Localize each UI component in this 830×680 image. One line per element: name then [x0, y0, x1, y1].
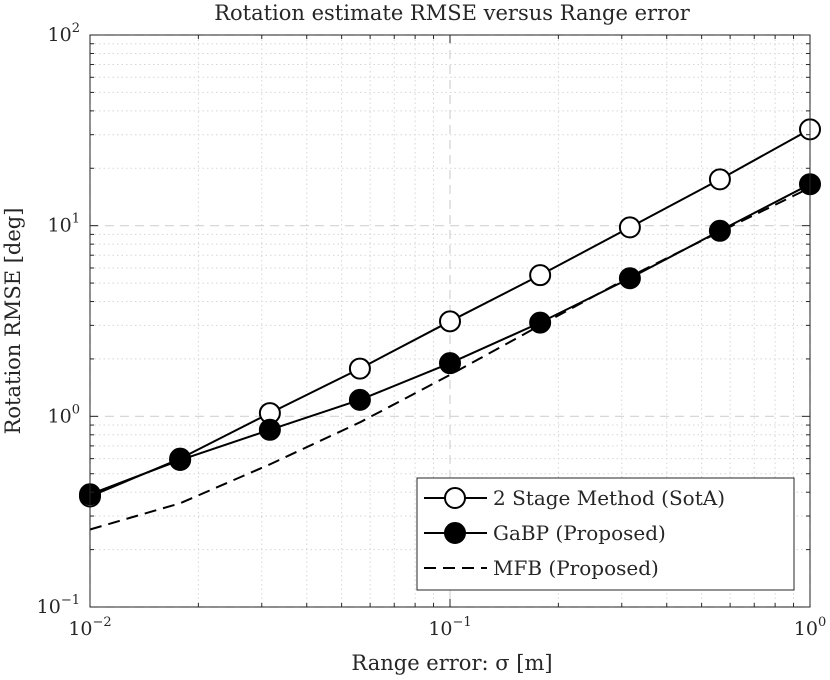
- series-2-point: [348, 388, 371, 411]
- y-tick-label: 10−1: [37, 593, 80, 618]
- legend: 2 Stage Method (SotA) GaBP (Proposed) MFB …: [416, 477, 795, 591]
- x-tick-label: 10−2: [68, 615, 111, 640]
- chart-title: Rotation estimate RMSE versus Range erro…: [214, 1, 691, 25]
- series-1-point: [618, 216, 641, 239]
- x-tick-label: 10−1: [428, 615, 471, 640]
- legend-label-1: 2 Stage Method (SotA): [493, 486, 725, 510]
- series-1-point: [708, 168, 731, 191]
- series-2-point: [439, 352, 461, 375]
- y-tick-label: 101: [48, 212, 80, 237]
- legend-label-3: MFB (Proposed): [493, 556, 659, 580]
- series-1-point: [529, 264, 552, 287]
- y-axis-label: Rotation RMSE [deg]: [1, 208, 25, 435]
- series-2-point: [618, 267, 641, 290]
- series-1-point: [439, 310, 461, 333]
- series-2-point: [708, 219, 731, 242]
- series-2-point: [529, 311, 552, 334]
- series-2-point: [169, 449, 192, 472]
- legend-label-2: GaBP (Proposed): [493, 521, 666, 545]
- y-tick-label: 102: [48, 21, 80, 46]
- legend-marker-2: [444, 522, 466, 544]
- y-tick-label: 100: [48, 402, 80, 427]
- x-tick-label: 100: [794, 615, 826, 640]
- legend-marker-1: [444, 487, 466, 509]
- series-2-point: [258, 418, 281, 441]
- x-axis-label: Range error: σ [m]: [351, 651, 552, 675]
- series-1-point: [348, 357, 371, 380]
